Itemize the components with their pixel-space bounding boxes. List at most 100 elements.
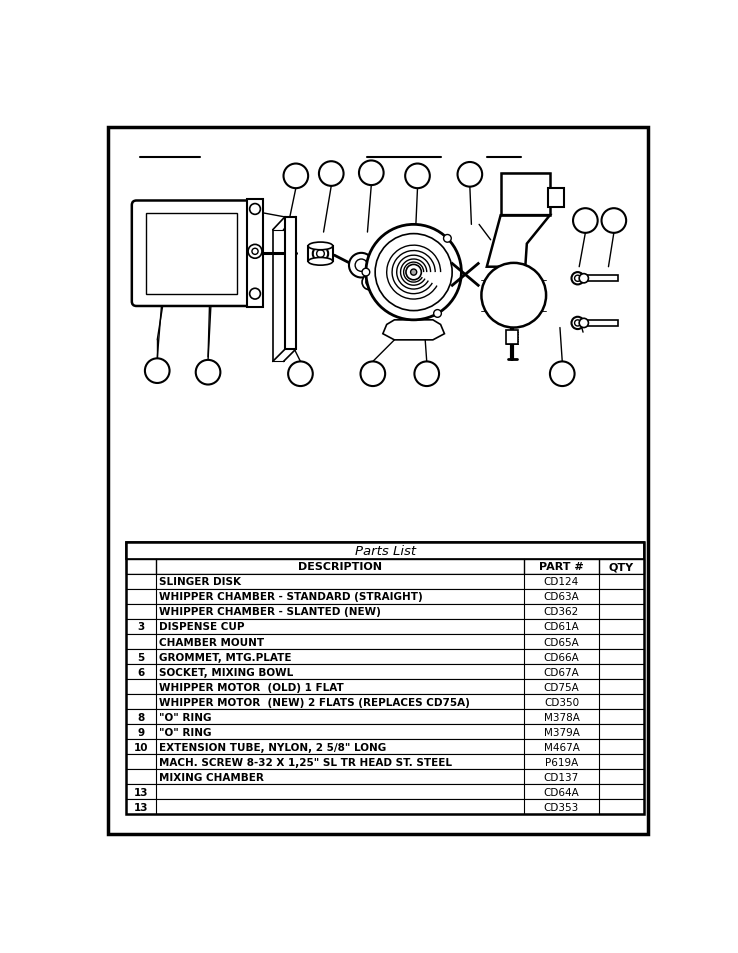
Bar xyxy=(146,213,238,294)
Text: CD63A: CD63A xyxy=(544,592,579,602)
Circle shape xyxy=(410,270,417,275)
Text: 10: 10 xyxy=(134,741,148,752)
Bar xyxy=(126,635,644,649)
Circle shape xyxy=(249,204,261,215)
Text: M379A: M379A xyxy=(544,727,579,737)
Bar xyxy=(246,200,263,308)
Circle shape xyxy=(406,265,421,280)
Circle shape xyxy=(434,311,441,318)
Text: MIXING CHAMBER: MIXING CHAMBER xyxy=(159,772,263,781)
Text: 6: 6 xyxy=(137,667,145,677)
Bar xyxy=(126,542,644,814)
Circle shape xyxy=(366,225,461,320)
Circle shape xyxy=(571,317,584,330)
Circle shape xyxy=(248,245,262,259)
Bar xyxy=(126,695,644,709)
Text: CD353: CD353 xyxy=(544,801,579,812)
Text: CD124: CD124 xyxy=(544,577,579,587)
Bar xyxy=(126,679,644,695)
Text: DISPENSE CUP: DISPENSE CUP xyxy=(159,622,244,632)
Text: CD64A: CD64A xyxy=(544,787,579,797)
Circle shape xyxy=(366,279,373,287)
Text: CD362: CD362 xyxy=(544,607,579,617)
Circle shape xyxy=(359,161,384,186)
Text: CD75A: CD75A xyxy=(544,681,579,692)
Bar xyxy=(584,275,618,282)
Bar xyxy=(126,649,644,664)
Text: "O" RING: "O" RING xyxy=(159,727,211,737)
Bar xyxy=(500,173,550,216)
Text: 13: 13 xyxy=(134,787,148,797)
Bar xyxy=(584,320,618,327)
Bar xyxy=(285,217,296,350)
Text: SOCKET, MIXING BOWL: SOCKET, MIXING BOWL xyxy=(159,667,293,677)
Bar xyxy=(126,784,644,800)
Circle shape xyxy=(375,234,452,312)
Bar xyxy=(126,604,644,619)
Circle shape xyxy=(571,273,584,285)
Circle shape xyxy=(313,247,328,262)
Circle shape xyxy=(355,260,368,272)
Circle shape xyxy=(405,164,430,189)
Text: 9: 9 xyxy=(137,727,145,737)
Circle shape xyxy=(362,269,370,276)
Text: WHIPPER CHAMBER - STANDARD (STRAIGHT): WHIPPER CHAMBER - STANDARD (STRAIGHT) xyxy=(159,592,423,602)
Circle shape xyxy=(575,320,581,327)
Bar xyxy=(126,755,644,769)
Text: CD66A: CD66A xyxy=(544,652,579,661)
Text: CD65A: CD65A xyxy=(544,637,579,647)
Bar xyxy=(126,800,644,814)
Circle shape xyxy=(362,275,377,291)
Bar xyxy=(506,331,518,344)
Bar xyxy=(126,542,644,559)
Bar xyxy=(126,664,644,679)
Text: GROMMET, MTG.PLATE: GROMMET, MTG.PLATE xyxy=(159,652,292,661)
Bar xyxy=(308,247,333,262)
Circle shape xyxy=(579,274,588,284)
Text: 3: 3 xyxy=(137,622,145,632)
Bar xyxy=(126,575,644,589)
Circle shape xyxy=(481,264,546,328)
Text: EXTENSION TUBE, NYLON, 2 5/8" LONG: EXTENSION TUBE, NYLON, 2 5/8" LONG xyxy=(159,741,386,752)
Text: CD137: CD137 xyxy=(544,772,579,781)
Circle shape xyxy=(145,359,170,383)
Circle shape xyxy=(288,362,313,387)
Text: SLINGER DISK: SLINGER DISK xyxy=(159,577,241,587)
Text: 13: 13 xyxy=(134,801,148,812)
Circle shape xyxy=(550,362,575,387)
Text: CD67A: CD67A xyxy=(544,667,579,677)
Circle shape xyxy=(579,319,588,328)
Text: Parts List: Parts List xyxy=(354,544,415,557)
Bar xyxy=(548,189,564,208)
Circle shape xyxy=(252,249,258,255)
Circle shape xyxy=(415,362,439,387)
Bar xyxy=(126,709,644,724)
Bar xyxy=(126,724,644,740)
Text: WHIPPER CHAMBER - SLANTED (NEW): WHIPPER CHAMBER - SLANTED (NEW) xyxy=(159,607,381,617)
Text: MACH. SCREW 8-32 X 1,25" SL TR HEAD ST. STEEL: MACH. SCREW 8-32 X 1,25" SL TR HEAD ST. … xyxy=(159,757,452,767)
Circle shape xyxy=(458,163,482,188)
Text: M467A: M467A xyxy=(544,741,579,752)
Text: "O" RING: "O" RING xyxy=(159,712,211,721)
Text: CD61A: CD61A xyxy=(544,622,579,632)
Circle shape xyxy=(319,162,344,187)
Text: CD350: CD350 xyxy=(544,697,579,707)
Text: WHIPPER MOTOR  (NEW) 2 FLATS (REPLACES CD75A): WHIPPER MOTOR (NEW) 2 FLATS (REPLACES CD… xyxy=(159,697,469,707)
Text: 5: 5 xyxy=(137,652,145,661)
Circle shape xyxy=(249,289,261,300)
Text: P619A: P619A xyxy=(545,757,578,767)
Circle shape xyxy=(196,360,221,385)
Text: DESCRIPTION: DESCRIPTION xyxy=(297,561,382,572)
Circle shape xyxy=(444,235,451,243)
Bar xyxy=(126,740,644,755)
Circle shape xyxy=(317,251,324,258)
Circle shape xyxy=(283,164,308,189)
Circle shape xyxy=(601,209,626,233)
Text: M378A: M378A xyxy=(544,712,579,721)
FancyBboxPatch shape xyxy=(132,201,255,307)
Text: WHIPPER MOTOR  (OLD) 1 FLAT: WHIPPER MOTOR (OLD) 1 FLAT xyxy=(159,681,343,692)
Text: QTY: QTY xyxy=(609,561,634,572)
Bar xyxy=(126,559,644,575)
Bar xyxy=(126,589,644,604)
Ellipse shape xyxy=(308,258,333,266)
